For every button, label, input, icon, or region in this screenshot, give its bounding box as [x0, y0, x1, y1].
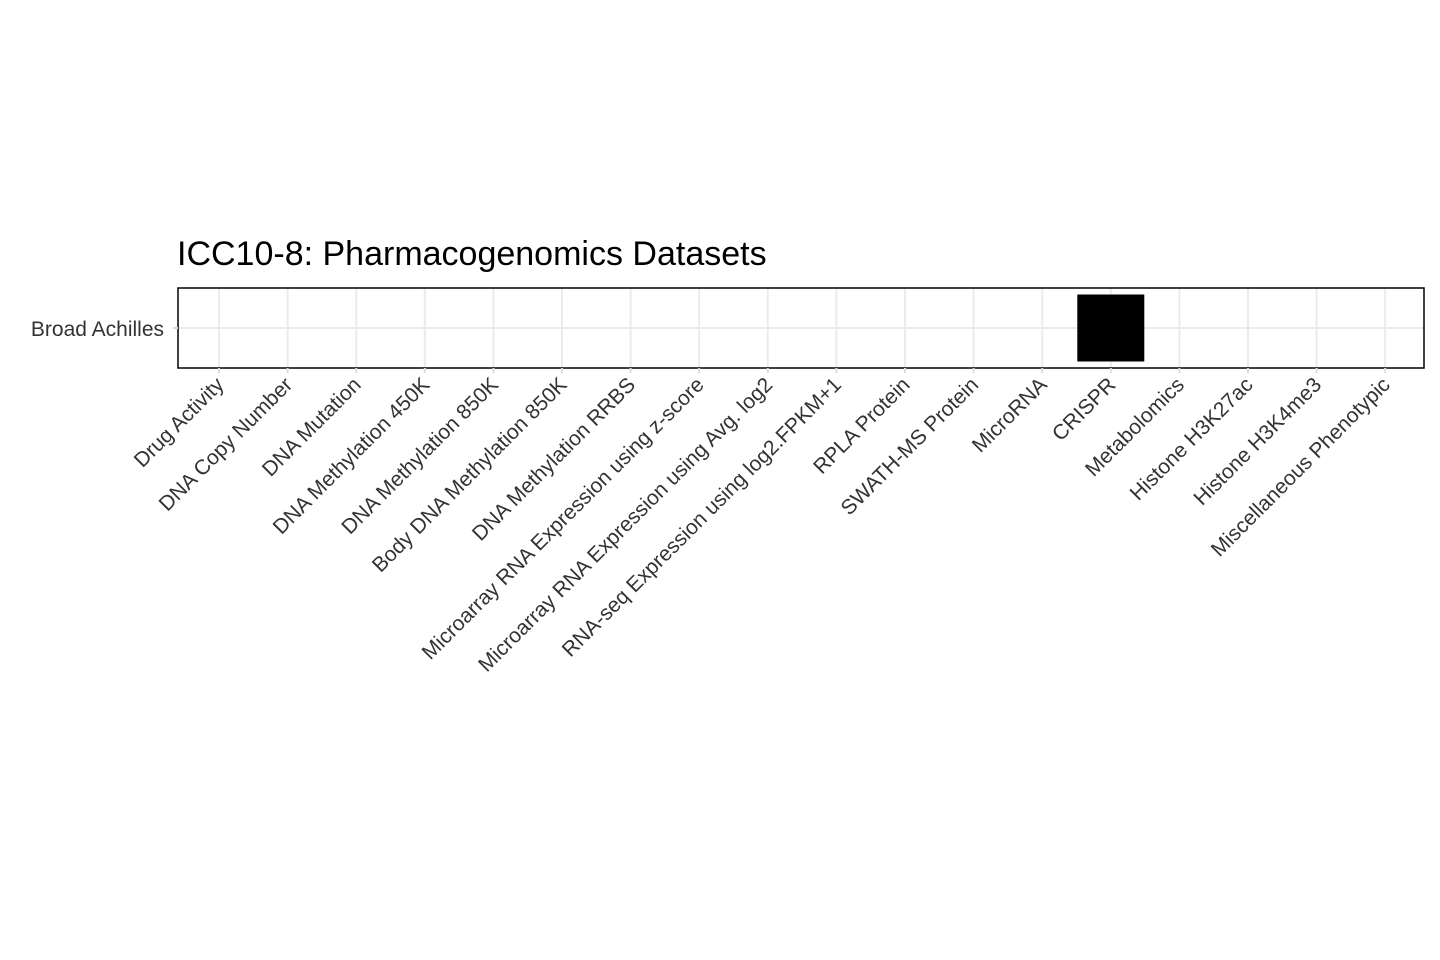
x-tick-label: MicroRNA — [968, 373, 1052, 457]
heatmap-cells — [1077, 294, 1145, 362]
x-tick-label: DNA Copy Number — [155, 373, 298, 516]
chart-title: ICC10-8: Pharmacogenomics Datasets — [177, 235, 767, 273]
x-tick-label: Histone H3K27ac — [1126, 373, 1258, 505]
grid-lines — [178, 288, 1424, 368]
heatmap-cell — [1077, 294, 1145, 362]
y-tick-label: Broad Achilles — [31, 318, 164, 341]
x-tick-label: CRISPR — [1048, 373, 1120, 445]
y-axis-labels: Broad Achilles — [31, 318, 164, 341]
x-tick-label: Histone H3K4me3 — [1189, 373, 1326, 510]
axis-ticks — [173, 327, 1387, 373]
x-tick-label: SWATH-MS Protein — [837, 373, 984, 520]
